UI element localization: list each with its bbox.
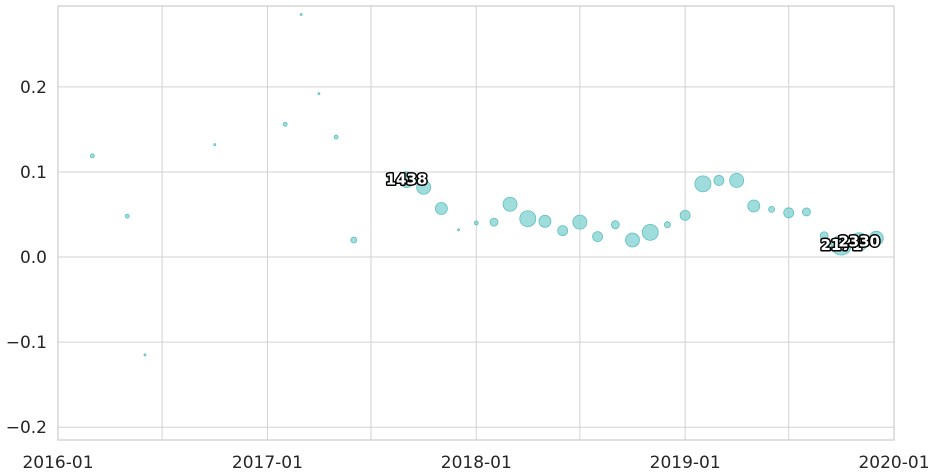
data-point: [89, 153, 95, 159]
data-point: [282, 121, 288, 127]
data-point: [768, 205, 775, 213]
y-tick-label: 0.0: [20, 248, 47, 268]
data-point: [783, 207, 795, 219]
data-point: [610, 220, 620, 230]
data-point-label: 2330: [838, 233, 880, 251]
data-points: [89, 13, 884, 357]
data-point: [350, 236, 358, 244]
data-point: [538, 214, 552, 228]
data-point: [416, 179, 432, 195]
data-point: [457, 228, 460, 232]
data-point: [641, 223, 659, 241]
data-point: [572, 214, 588, 230]
y-tick-label: 0.1: [20, 163, 47, 183]
y-tick-label: −0.2: [6, 418, 47, 438]
data-point: [747, 199, 761, 213]
x-tick-label: 2018-01: [441, 453, 512, 473]
data-point: [317, 92, 321, 96]
data-point-label: 2171: [820, 236, 862, 254]
data-point: [473, 220, 479, 226]
data-point: [502, 196, 518, 212]
data-point: [213, 143, 217, 147]
data-point: [557, 225, 569, 237]
data-point: [819, 231, 829, 241]
data-point: [124, 213, 130, 219]
data-point: [333, 134, 339, 140]
data-point: [489, 217, 499, 227]
data-point: [143, 353, 147, 357]
y-tick-label: 0.2: [20, 78, 47, 98]
x-axis-ticks: 2016-01 2017-01 2018-01 2019-01 2020-01: [22, 453, 929, 473]
data-point: [299, 13, 303, 16]
data-point: [849, 232, 869, 252]
data-point: [434, 202, 448, 215]
data-point: [387, 176, 391, 180]
x-tick-label: 2016-01: [22, 453, 93, 473]
plot-frame: [57, 5, 895, 441]
y-axis-ticks: 0.2 0.1 0.0 −0.1 −0.2: [6, 78, 47, 438]
data-point-label: 1438: [386, 171, 428, 189]
data-point: [868, 230, 884, 246]
y-tick-label: −0.1: [6, 333, 47, 353]
x-tick-label: 2017-01: [232, 453, 303, 473]
x-tick-label: 2019-01: [650, 453, 721, 473]
data-point: [713, 175, 725, 186]
data-point: [679, 209, 691, 221]
data-point: [592, 231, 603, 243]
data-point: [729, 173, 745, 188]
data-point: [802, 207, 811, 217]
x-tick-label: 2020-01: [858, 453, 929, 473]
data-point: [625, 232, 640, 248]
data-point: [519, 210, 537, 228]
data-point: [398, 171, 415, 189]
data-point: [664, 221, 671, 229]
data-point: [694, 175, 712, 193]
